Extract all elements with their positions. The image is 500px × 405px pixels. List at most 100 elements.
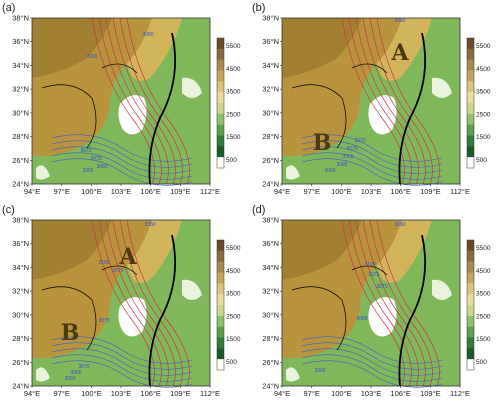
lon-tick-label: 112°E [200,187,220,196]
lat-tick-label: 36°N [12,239,29,248]
lon-tick-label: 103°E [111,389,132,398]
colorbar-swatch [467,359,474,371]
red-contour-line [355,17,419,185]
blue-contour-line [51,134,193,162]
contour-label: 3070 [354,138,365,144]
lat-tick-label: 34°N [262,263,279,272]
colorbar-frame [216,37,225,169]
colorbar-swatch [467,92,474,104]
lat-tick-label: 32°N [262,287,279,296]
contour-label: 3065 [342,154,353,160]
contour-label: 3070 [80,148,91,154]
colorbar-tick-label: 2500 [226,111,241,118]
colorbar-swatch [467,240,474,252]
lat-tick-label: 34°N [12,263,29,272]
colorbar-tick-label: 4500 [226,66,241,73]
colorbar-frame [466,239,475,371]
contour-label: 3060 [96,164,107,170]
colorbar-swatch [217,124,224,136]
contour-label: 3075 [346,146,357,152]
lat-tick-label: 26°N [12,358,29,367]
red-contour-line [348,219,412,387]
colorbar-tick-label: 1500 [226,134,241,141]
blue-contours [301,134,443,186]
lon-tick-label: 97°E [303,389,319,398]
lat-tick-label: 24°N [12,180,29,189]
blue-contours [51,336,193,388]
lat-tick-label: 24°N [12,382,29,391]
red-contour-line [376,219,440,387]
contour-label: 3080 [356,316,367,322]
high-plateau-area [282,18,362,78]
colorbar-tick-label: 5500 [476,43,491,50]
contour-label: 3080 [394,222,405,228]
red-contour-line [341,219,405,387]
lon-tick-label: 100°E [331,389,352,398]
colorbar-tick-label: 1500 [476,134,491,141]
colorbar-tick-label: 3500 [226,291,241,298]
colorbar-swatch [217,315,224,327]
lat-tick-label: 30°N [262,310,279,319]
colorbar-swatch [467,326,474,338]
colorbar-swatch [467,337,474,349]
colorbar-swatch [217,337,224,349]
colorbar-tick-label: 3500 [476,291,491,298]
system-marker-a: A [118,244,137,270]
blue-contour-line [51,336,193,364]
map-panel-d: (d) 38°N 36°N 34°N 32°N 30°N 28°N 26°N 24°N 94°E 9… [250,202,500,404]
lon-tick-label: 103°E [361,389,382,398]
red-contours [91,17,190,185]
contour-label: 3080 [394,18,405,24]
lon-tick-label: 94°E [24,389,40,398]
lat-tick-label: 30°N [12,310,29,319]
colorbar-tick-label: 2500 [226,313,241,320]
border-lines [41,63,138,149]
colorbar-tick-label: 500 [226,157,237,164]
contour-label: 3065 [86,54,97,60]
lat-tick-label: 26°N [262,156,279,165]
lat-tick-label: 38°N [262,14,279,23]
panel-label: (b) [252,2,265,14]
lowland-patch [286,165,300,180]
lowland-patch [432,279,452,300]
blue-contour-line [301,360,443,388]
lat-tick-label: 26°N [12,156,29,165]
map-panel-b: (b) 38°N 36°N 34°N 32°N 30°N 28°N 26°N 24°N 94°E 9… [250,0,500,202]
panel-label: (c) [2,204,15,216]
lat-tick-label: 34°N [262,61,279,70]
colorbar-tick-label: 500 [226,359,237,366]
map-panel-c: (c) 38°N 36°N 34°N 32°N 30°N 28°N 26°N 24°N 94°E 9… [0,202,250,404]
lat-tick-label: 28°N [12,132,29,141]
colorbar-swatch [467,348,474,360]
contour-label: 3060 [314,368,325,374]
blue-contour-line [51,146,193,174]
colorbar-swatch [217,70,224,82]
lon-tick-label: 94°E [274,389,290,398]
highland-area [127,220,182,283]
blue-contour-line [51,140,193,168]
blue-contour-line [301,354,443,382]
trough-line [148,32,177,185]
contour-label: 3060 [64,376,75,382]
lat-tick-label: 38°N [12,216,29,225]
lon-tick-label: 109°E [170,389,191,398]
lon-tick-label: 94°E [24,187,40,196]
colorbar-swatch [467,272,474,284]
red-contour-line [112,17,176,185]
border-line [351,63,388,74]
red-contour-line [362,219,426,387]
colorbar-swatch [217,326,224,338]
colorbar-swatch [467,283,474,295]
colorbar-swatch [217,113,224,125]
red-contours [341,219,440,387]
contour-label: 3080 [144,222,155,228]
trough-line [148,234,177,387]
panel-label: (a) [2,2,15,14]
trough-line [398,32,427,185]
lat-tick-label: 24°N [262,180,279,189]
lat-tick-label: 36°N [262,37,279,46]
lat-tick-label: 36°N [12,37,29,46]
contour-label: 3080 [142,32,153,38]
lowland-patch [182,279,202,300]
map-svg: (c)38°N 36°N 34°N 32°N 30°N 28°N 26°N 24°N94°E 9… [2,204,241,398]
